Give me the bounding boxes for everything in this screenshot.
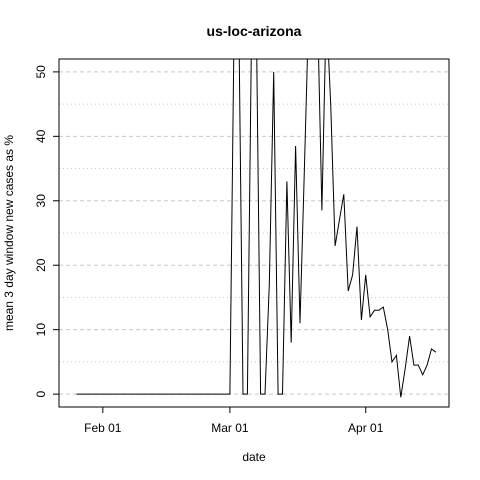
- x-axis-label: date: [242, 450, 266, 464]
- y-axis-label: mean 3 day window new cases as %: [2, 135, 16, 331]
- grid: [59, 71, 449, 395]
- plot-area: [76, 59, 437, 398]
- x-tick-label: Mar 01: [211, 421, 249, 435]
- y-axis: 0 10 20 30 40 50: [34, 65, 59, 397]
- y-tick-label: 30: [34, 194, 48, 208]
- plot-frame: [58, 58, 450, 408]
- x-axis: Feb 01 Mar 01 Apr 01: [84, 407, 384, 435]
- y-tick-label: 20: [34, 258, 48, 272]
- y-tick-label: 40: [34, 129, 48, 143]
- x-tick-label: Apr 01: [348, 421, 384, 435]
- y-tick-label: 0: [34, 390, 48, 397]
- chart-title: us-loc-arizona: [207, 23, 302, 39]
- x-tick-label: Feb 01: [84, 421, 122, 435]
- y-tick-label: 50: [34, 65, 48, 79]
- y-tick-label: 10: [34, 323, 48, 337]
- series-line: [76, 59, 437, 398]
